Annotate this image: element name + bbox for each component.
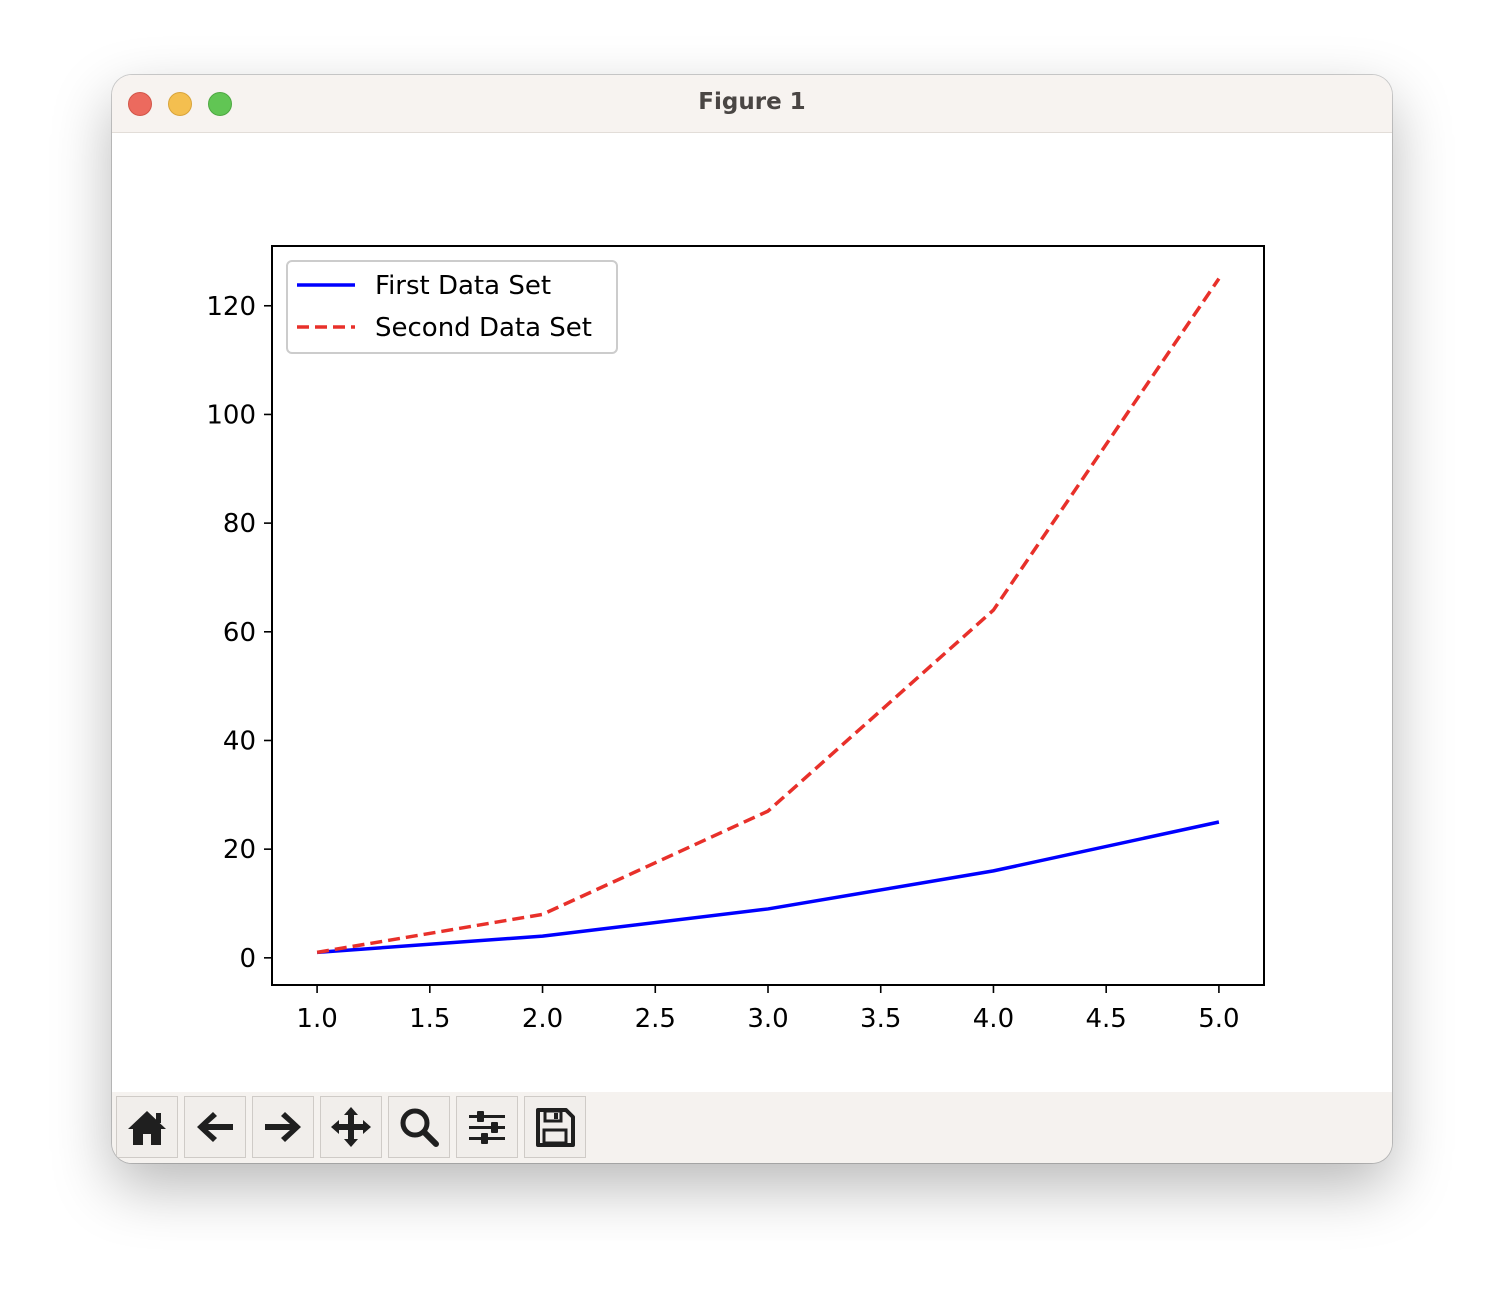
y-tick-label: 60 xyxy=(223,618,256,648)
x-tick-label: 2.5 xyxy=(635,1004,676,1034)
x-tick-label: 2.0 xyxy=(522,1004,563,1034)
line-chart: 1.0 1.5 2.0 2.5 3.0 3.5 4.0 4.5 5.0 0 20 40 60 80 100 1… xyxy=(206,245,1265,1034)
y-tick-label: 20 xyxy=(223,835,256,865)
x-tick-label: 4.5 xyxy=(1086,1004,1127,1034)
save-floppy-icon xyxy=(536,1108,575,1147)
pan-button[interactable] xyxy=(320,1096,382,1158)
y-tick-label: 40 xyxy=(223,726,256,756)
navigation-toolbar xyxy=(112,1092,1392,1163)
x-tick-label: 4.0 xyxy=(973,1004,1014,1034)
forward-button[interactable] xyxy=(252,1096,314,1158)
configure-subplots-icon xyxy=(469,1111,505,1144)
y-tick-label: 80 xyxy=(223,509,256,539)
figure-window: Figure 1 1.0 1.5 2.0 2.5 3.0 3.5 4.0 4.5 5.0 0 20 4… xyxy=(112,75,1392,1163)
configure-subplots-button[interactable] xyxy=(456,1096,518,1158)
x-tick-label: 3.0 xyxy=(747,1004,788,1034)
x-tick-label: 1.5 xyxy=(409,1004,450,1034)
x-tick-label: 3.5 xyxy=(860,1004,901,1034)
back-button[interactable] xyxy=(184,1096,246,1158)
x-tick-label: 1.0 xyxy=(296,1004,337,1034)
y-tick-label: 100 xyxy=(206,400,256,430)
maximize-window-button[interactable] xyxy=(208,92,232,116)
series-line-2 xyxy=(316,277,1221,955)
legend-label-1: First Data Set xyxy=(375,271,551,301)
home-button[interactable] xyxy=(116,1096,178,1158)
series-line-1 xyxy=(316,820,1220,955)
save-button[interactable] xyxy=(524,1096,586,1158)
figure-canvas: 1.0 1.5 2.0 2.5 3.0 3.5 4.0 4.5 5.0 0 20 40 60 80 100 1… xyxy=(112,133,1392,1091)
home-icon xyxy=(128,1111,166,1145)
pan-move-icon xyxy=(331,1107,371,1147)
y-tick-label: 120 xyxy=(206,292,256,322)
window-title: Figure 1 xyxy=(698,89,806,115)
zoom-button[interactable] xyxy=(388,1096,450,1158)
title-bar: Figure 1 xyxy=(112,75,1392,133)
y-tick-label: 0 xyxy=(239,944,256,974)
minimize-window-button[interactable] xyxy=(168,92,192,116)
plot-background xyxy=(272,246,1264,985)
plot-frame xyxy=(271,245,1265,986)
back-arrow-icon xyxy=(197,1112,233,1142)
legend-box xyxy=(286,260,618,354)
forward-arrow-icon xyxy=(265,1112,301,1142)
zoom-magnifier-icon xyxy=(400,1108,439,1147)
x-tick-label: 5.0 xyxy=(1198,1004,1239,1034)
legend-label-2: Second Data Set xyxy=(375,313,592,343)
close-window-button[interactable] xyxy=(128,92,152,116)
